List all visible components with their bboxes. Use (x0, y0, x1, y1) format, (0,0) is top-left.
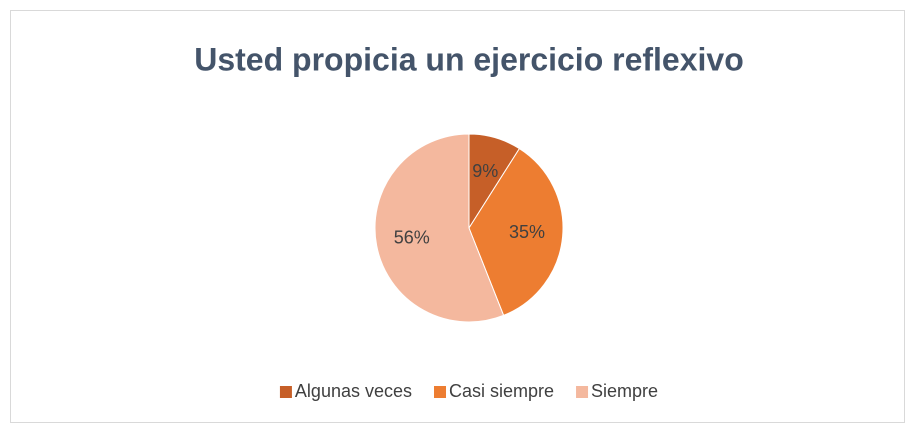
data-label: 9% (472, 161, 498, 181)
pie-slice (374, 133, 505, 323)
legend-swatch (434, 386, 447, 398)
pie-slice (468, 147, 564, 317)
legend-label: Algunas veces (295, 381, 412, 401)
legend-label: Siempre (591, 381, 658, 401)
legend-label: Casi siempre (449, 381, 554, 401)
chart-title: Usted propicia un ejercicio reflexivo (194, 41, 744, 77)
data-label: 35% (509, 222, 545, 242)
legend-swatch (576, 386, 589, 398)
legend-swatch (279, 386, 292, 398)
data-label: 56% (394, 228, 430, 248)
